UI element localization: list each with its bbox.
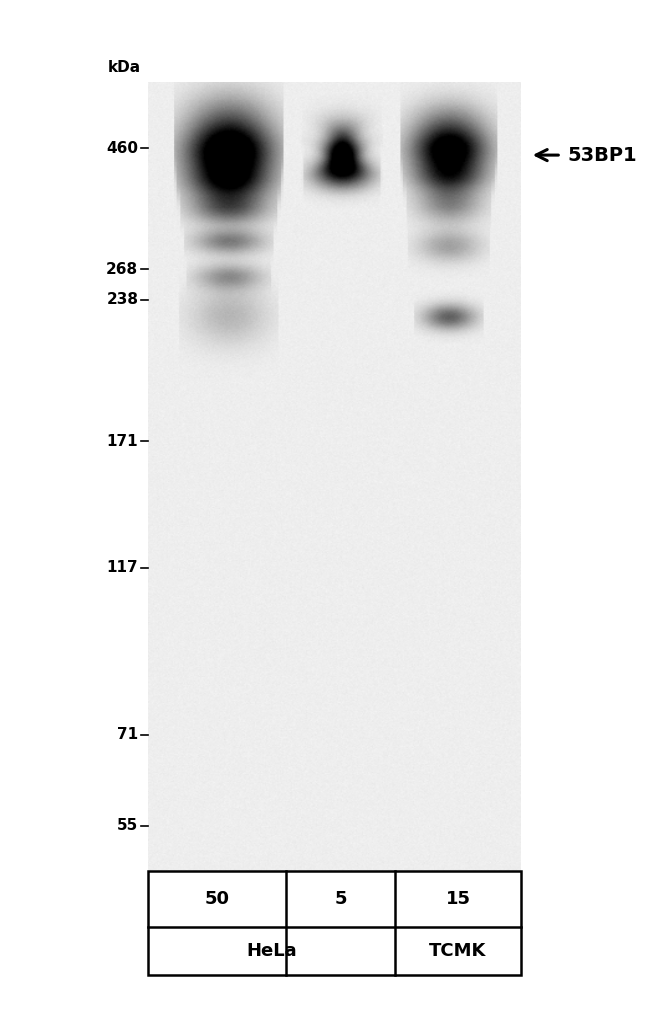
Bar — [148, 871, 521, 975]
Text: 15: 15 — [445, 890, 471, 908]
Text: 268: 268 — [106, 262, 138, 277]
Text: 5: 5 — [335, 890, 347, 908]
Text: 50: 50 — [205, 890, 229, 908]
Text: 171: 171 — [107, 434, 138, 449]
Text: 460: 460 — [107, 141, 138, 155]
Text: 53BP1: 53BP1 — [567, 146, 637, 164]
Text: 117: 117 — [107, 560, 138, 575]
Text: 55: 55 — [117, 818, 138, 834]
Text: 71: 71 — [117, 727, 138, 742]
Text: HeLa: HeLa — [246, 942, 297, 960]
Text: kDa: kDa — [108, 60, 141, 75]
Text: TCMK: TCMK — [429, 942, 487, 960]
Text: 238: 238 — [107, 292, 138, 307]
